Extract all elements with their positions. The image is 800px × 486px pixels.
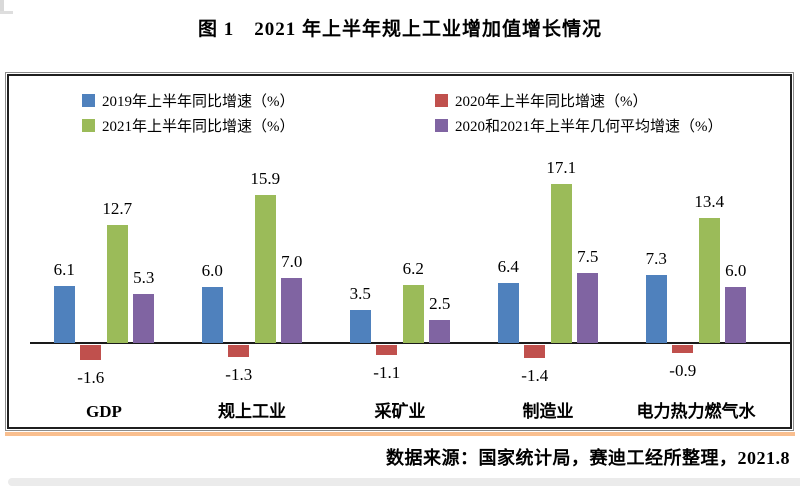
bar-series0-cat1 [201,287,223,343]
legend-swatch-icon [82,93,95,107]
legend-swatch-icon [435,93,448,107]
bar-value-label: 2.5 [429,294,451,313]
legend-swatch-icon [435,118,448,132]
category-label-3: 制造业 [522,402,574,421]
bar-series3-cat2 [429,320,451,343]
bar-series2-cat2 [402,285,424,343]
bar-value-label: 6.4 [497,257,519,276]
page-edge-artifact [8,478,800,486]
bar-series0-cat3 [497,283,519,343]
bar-value-label: 6.1 [53,260,75,279]
bar-series3-cat4 [725,287,747,343]
legend-label: 2020和2021年上半年几何平均增速（%） [455,118,723,135]
bar-series1-cat0 [80,345,102,360]
bar-series3-cat3 [577,273,599,343]
bar-series0-cat2 [349,310,371,343]
bar-value-label: -0.9 [669,361,697,380]
bar-series2-cat3 [550,184,572,343]
bar-value-label: -1.1 [373,363,401,382]
bar-value-label: -1.3 [225,365,253,384]
bar-series2-cat4 [698,218,720,343]
bar-series1-cat1 [228,345,250,357]
legend-item-2: 2021年上半年同比增速（%） [82,115,435,135]
legend-label: 2021年上半年同比增速（%） [102,118,295,135]
legend-item-0: 2019年上半年同比增速（%） [82,90,435,110]
legend-item-3: 2020和2021年上半年几何平均增速（%） [435,115,723,135]
category-label-0: GDP [86,402,122,421]
bar-value-label: 7.0 [281,252,303,271]
bar-series0-cat0 [53,286,75,343]
bar-value-label: -1.6 [77,368,105,387]
chart-legend: 2019年上半年同比增速（%） 2020年上半年同比增速（%） 2021年上半年同比… [82,90,723,135]
bar-value-label: 5.3 [133,268,155,287]
plot-area: 6.1 -1.6 12.7 5.3 GDP 6.0 -1.3 15.9 7.0 规上工业 3.5 -1… [9,76,790,427]
bar-series1-cat3 [524,345,546,358]
bar-value-label: 15.9 [250,169,281,188]
category-label-1: 规上工业 [218,402,286,421]
legend-label: 2020年上半年同比增速（%） [455,93,648,110]
bar-value-label: 6.2 [402,259,424,278]
bar-series1-cat2 [376,345,398,355]
data-source-note: 数据来源：国家统计局，赛迪工经所整理，2021.8 [386,448,790,468]
bar-series1-cat4 [672,345,694,353]
bar-value-label: 7.5 [577,247,599,266]
bar-series2-cat0 [106,225,128,343]
bar-series3-cat0 [133,294,155,343]
bar-value-label: 3.5 [349,284,371,303]
bar-value-label: -1.4 [521,366,549,385]
bar-series3-cat1 [281,278,303,343]
x-axis [30,342,790,344]
chart-title: 图 1 2021 年上半年规上工业增加值增长情况 [197,19,602,40]
category-label-2: 采矿业 [374,402,426,421]
scan-artifact [0,0,4,13]
bar-value-label: 13.4 [694,192,725,211]
scan-artifact [0,11,13,14]
bar-value-label: 6.0 [725,261,747,280]
chart-frame: 2019年上半年同比增速（%） 2020年上半年同比增速（%） 2021年上半年同比… [5,72,794,431]
category-label-4: 电力热力燃气水 [636,402,756,421]
legend-label: 2019年上半年同比增速（%） [102,93,295,110]
chart-frame-underline [5,432,795,436]
bar-value-label: 6.0 [201,261,223,280]
bar-series0-cat4 [645,275,667,343]
bar-series2-cat1 [254,195,276,343]
legend-item-1: 2020年上半年同比增速（%） [435,90,723,110]
bar-value-label: 17.1 [546,158,577,177]
legend-swatch-icon [82,118,95,132]
chart-frame-inner: 2019年上半年同比增速（%） 2020年上半年同比增速（%） 2021年上半年同比… [7,74,792,429]
bar-value-label: 12.7 [102,199,133,218]
bar-value-label: 7.3 [645,249,667,268]
